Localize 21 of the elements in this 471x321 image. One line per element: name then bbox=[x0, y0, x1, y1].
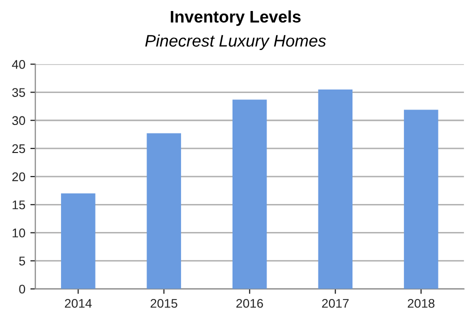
y-tick-label: 35 bbox=[12, 88, 26, 97]
chart-subtitle: Pinecrest Luxury Homes bbox=[145, 34, 326, 50]
x-tick-label: 2017 bbox=[322, 298, 349, 308]
bar bbox=[318, 89, 352, 289]
y-tick-label: 5 bbox=[19, 256, 26, 266]
bar bbox=[404, 110, 438, 289]
x-tick-label: 2014 bbox=[64, 298, 92, 308]
y-tick-label: 20 bbox=[12, 172, 26, 182]
y-tick-label: 25 bbox=[12, 144, 26, 154]
y-tick-label: 0 bbox=[19, 284, 26, 294]
y-tick-label: 10 bbox=[12, 228, 26, 238]
x-tick-label: 2016 bbox=[236, 298, 263, 308]
y-tick-label: 40 bbox=[12, 60, 26, 69]
x-tick-label: 2015 bbox=[150, 298, 178, 308]
bar bbox=[146, 133, 182, 289]
y-tick-label: 15 bbox=[12, 200, 26, 210]
chart-title: Inventory Levels bbox=[170, 10, 301, 26]
bar bbox=[232, 100, 267, 289]
x-tick-label: 2018 bbox=[408, 298, 434, 308]
bar bbox=[61, 193, 96, 289]
y-tick-label: 30 bbox=[12, 116, 26, 126]
